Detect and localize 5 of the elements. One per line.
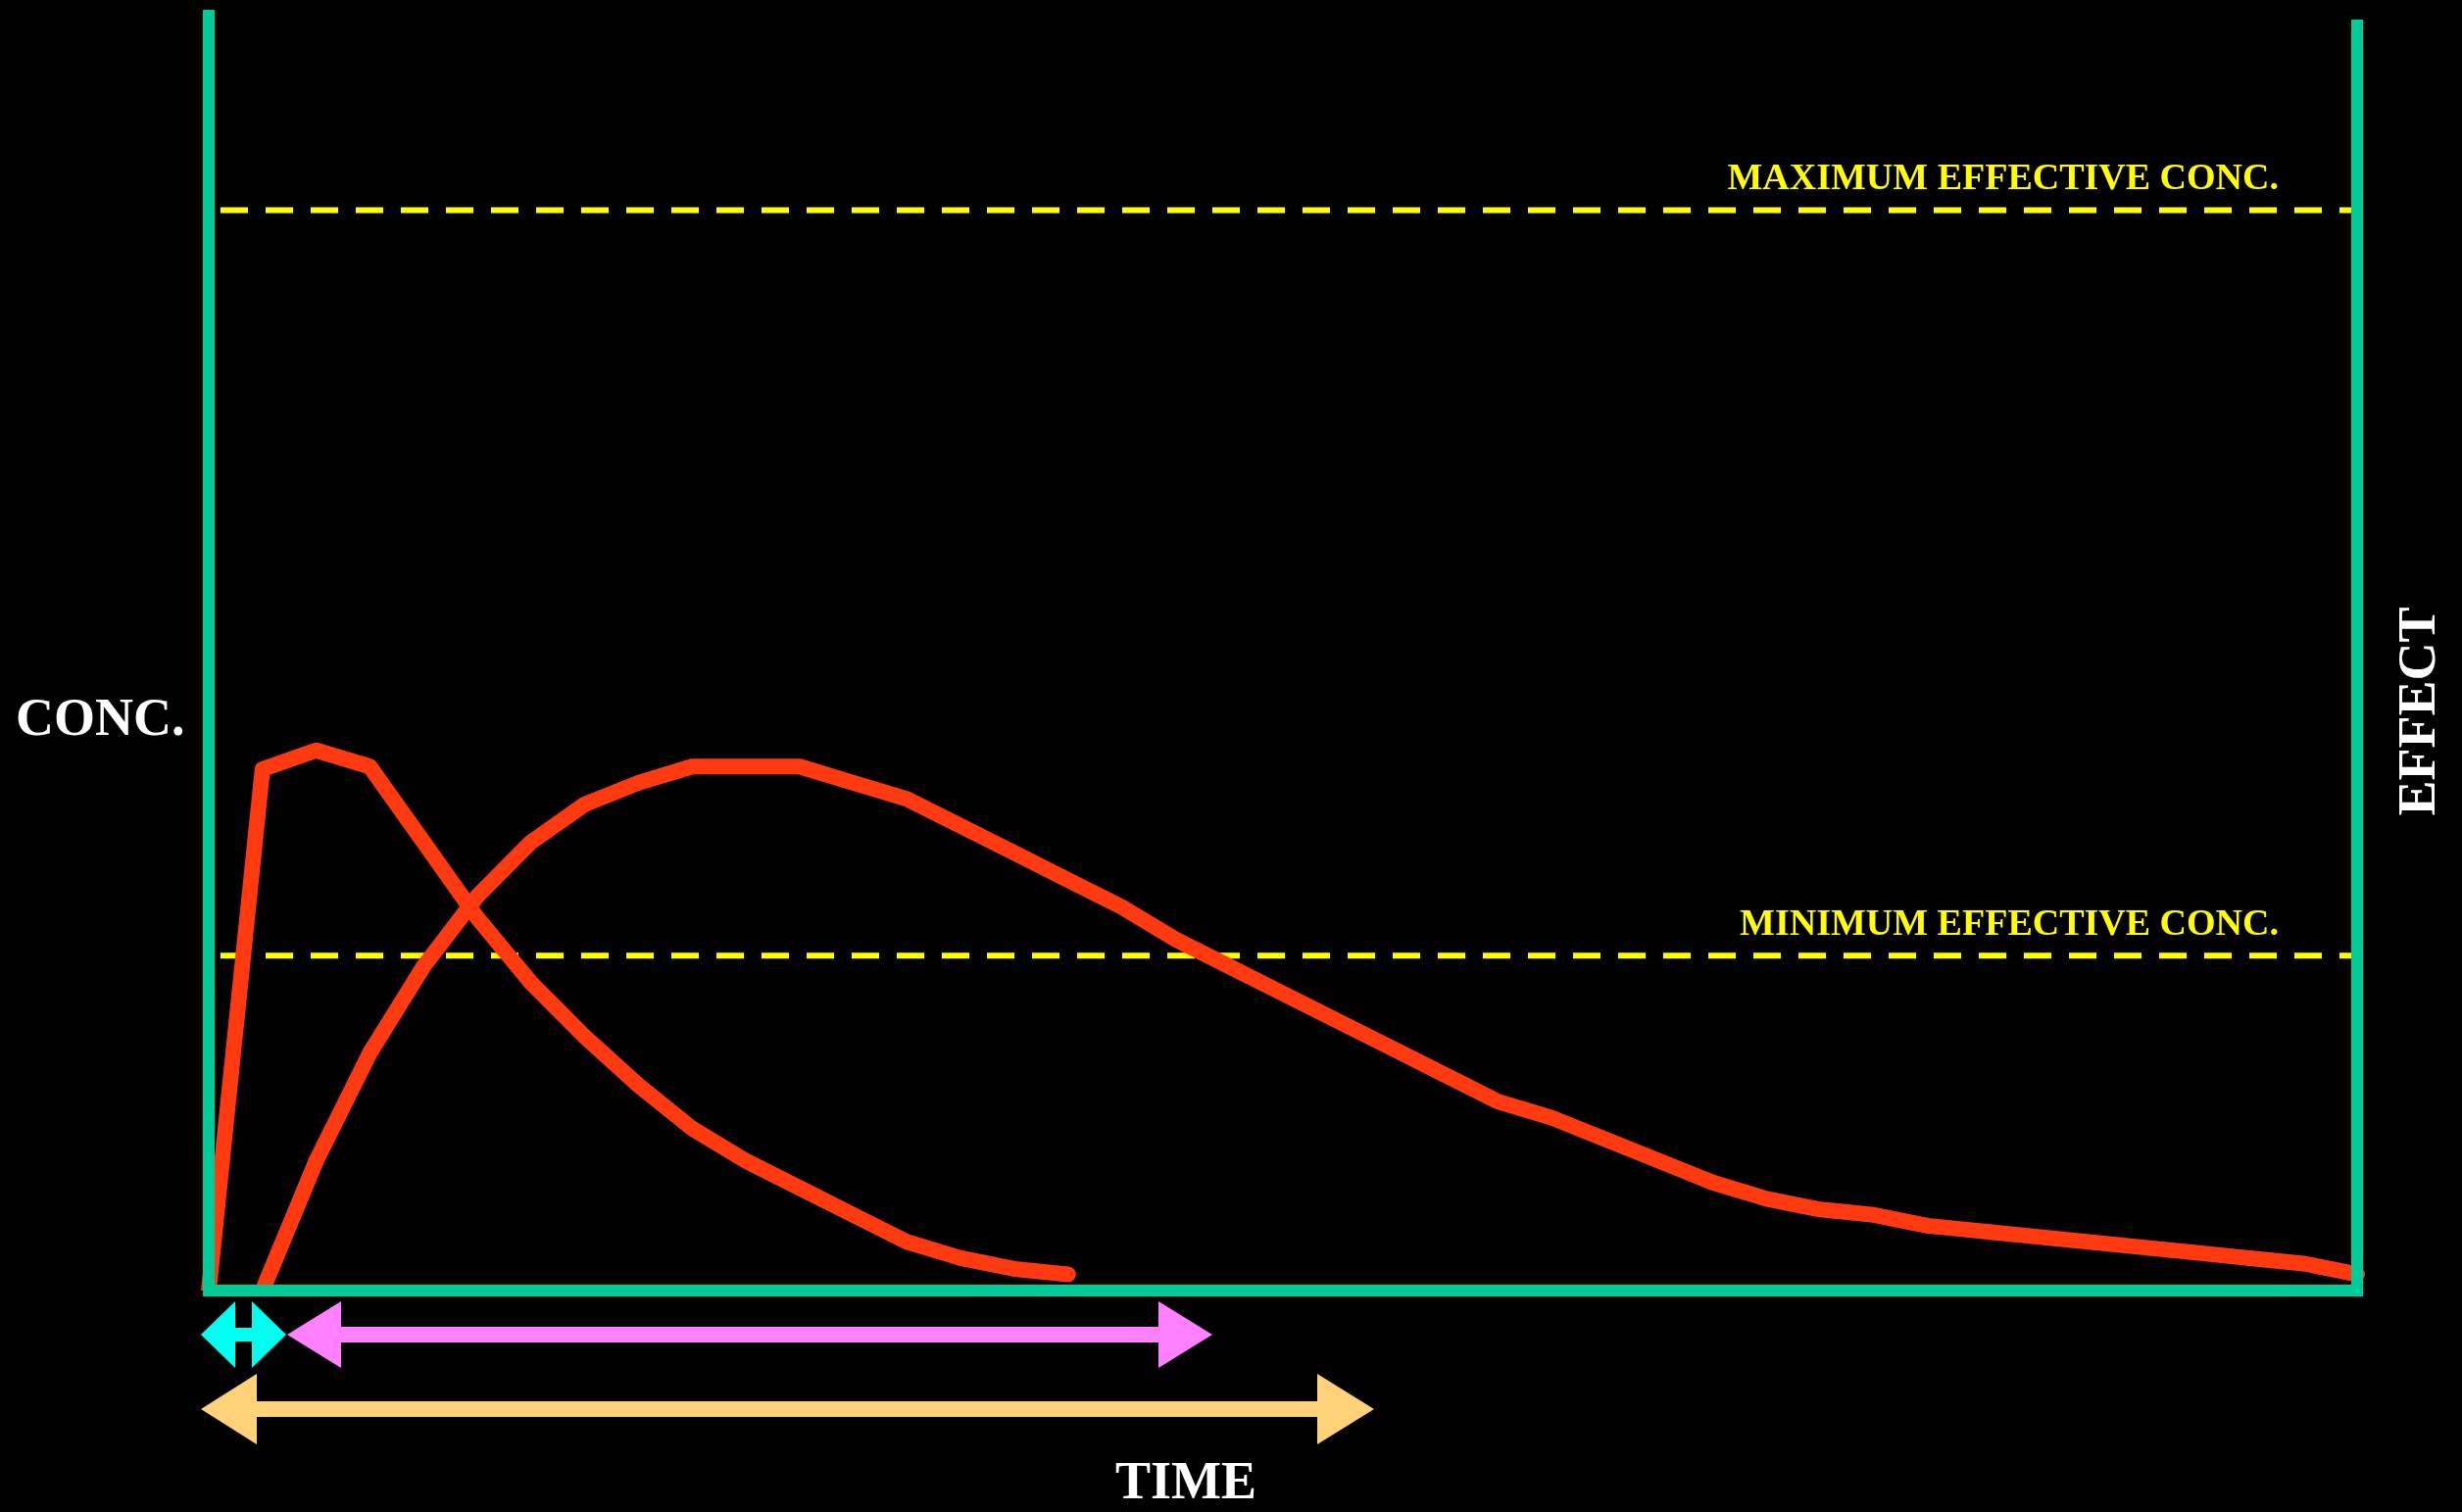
y2-axis-title: EFFECT xyxy=(2387,607,2446,816)
ref-line-label: MAXIMUM EFFECTIVE CONC. xyxy=(1727,156,2279,198)
x-axis-title: TIME xyxy=(1114,1450,1257,1510)
y-axis-title: CONC. xyxy=(16,687,185,747)
ref-line-label: MINIMUM EFFECTIVE CONC. xyxy=(1740,902,2279,944)
